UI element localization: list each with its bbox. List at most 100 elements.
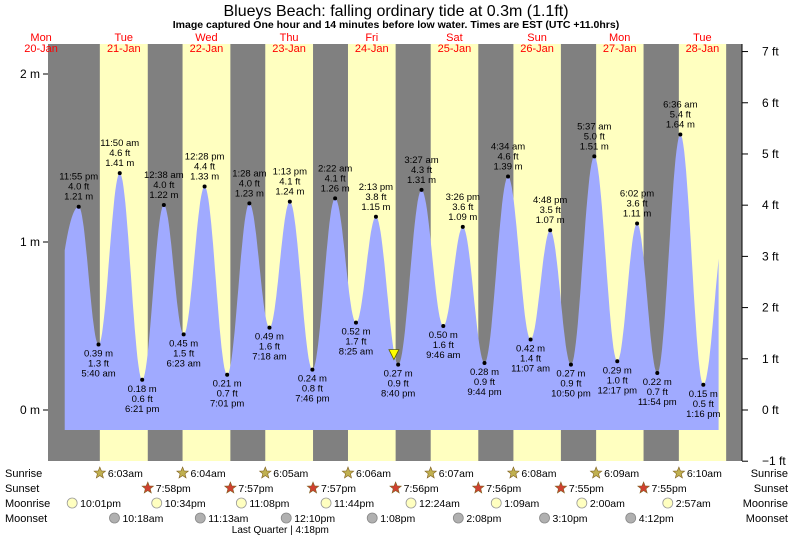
day-name-label: Wed <box>195 32 217 44</box>
tide-ft-label: 0.5 ft <box>693 399 714 410</box>
tide-point <box>568 362 573 367</box>
tide-point <box>96 342 101 347</box>
moonset-icon <box>452 512 464 524</box>
tide-time-label: 11:55 pm <box>59 172 98 183</box>
tide-point <box>333 196 338 201</box>
tide-m-label: 0.29 m <box>603 365 632 376</box>
tide-time-label: 7:46 pm <box>295 394 329 405</box>
day-name-label: Thu <box>280 32 299 44</box>
tide-time-label: 9:46 am <box>426 350 460 361</box>
tide-time-label: 6:36 am <box>663 99 697 110</box>
tide-ft-label: 4.4 ft <box>194 162 215 173</box>
tide-ft-label: 0.9 ft <box>474 377 495 388</box>
tide-m-label: 0.24 m <box>298 374 327 385</box>
tide-ft-label: 1.6 ft <box>433 340 454 351</box>
sunrise-time: 6:06am <box>356 468 391 480</box>
tide-m-label: 1.31 m <box>407 175 436 186</box>
moonset-time: 12:10pm <box>294 513 335 525</box>
sunrise-time: 6:07am <box>439 468 474 480</box>
tide-time-label: 3:27 am <box>404 155 438 166</box>
day-name-label: Tue <box>114 32 133 44</box>
tide-ft-label: 0.9 ft <box>560 379 581 390</box>
tide-m-label: 1.41 m <box>105 158 134 169</box>
moonset-icon <box>109 512 120 524</box>
tide-time-label: 11:07 am <box>511 363 550 374</box>
tide-ft-label: 1.3 ft <box>88 358 109 369</box>
tide-time-label: 6:02 pm <box>620 189 654 200</box>
tide-m-label: 1.39 m <box>494 161 523 172</box>
tide-point <box>506 174 511 179</box>
moonrise-row-label-right: Moonrise <box>743 498 788 510</box>
tide-point <box>701 382 706 387</box>
sunrise-time: 6:05am <box>273 468 308 480</box>
sunrise-time: 6:03am <box>108 468 143 480</box>
tide-time-label: 6:23 am <box>166 358 200 369</box>
sunrise-icon <box>424 466 438 479</box>
tide-m-label: 1.11 m <box>623 209 651 220</box>
sunrise-time: 6:08am <box>521 468 556 480</box>
sunset-time: 7:56pm <box>486 483 521 495</box>
tide-time-label: 2:13 pm <box>359 182 393 193</box>
tide-m-label: 0.49 m <box>255 332 284 343</box>
tide-time-label: 1:16 pm <box>686 409 720 420</box>
tide-time-label: 5:40 am <box>81 368 115 379</box>
day-date-label: 23-Jan <box>272 43 306 55</box>
tide-point <box>202 184 207 189</box>
tide-point <box>225 372 230 377</box>
tide-ft-label: 1.0 ft <box>607 375 628 386</box>
tide-point <box>678 132 683 137</box>
tide-ft-label: 3.6 ft <box>452 202 473 213</box>
moonset-icon <box>280 512 292 524</box>
tide-ft-label: 4.1 ft <box>325 173 346 184</box>
tide-time-label: 1:13 pm <box>273 167 307 178</box>
tide-m-label: 1.51 m <box>580 141 609 152</box>
tide-ft-label: 3.8 ft <box>365 192 386 203</box>
tide-point <box>247 201 252 206</box>
tide-m-label: 0.18 m <box>128 384 157 395</box>
tide-point <box>76 204 81 209</box>
moonset-time: 10:18am <box>122 513 163 525</box>
tide-time-label: 10:50 pm <box>551 389 591 400</box>
sunrise-time: 6:10am <box>687 468 722 480</box>
moonset-icon <box>366 512 378 524</box>
tide-ft-label: 0.7 ft <box>217 389 238 400</box>
tide-time-label: 9:44 pm <box>467 387 501 398</box>
chart-title: Blueys Beach: falling ordinary tide at 0… <box>223 3 568 20</box>
right-axis-tick-label: 6 ft <box>762 96 779 110</box>
sunset-time: 7:56pm <box>404 483 439 495</box>
moonrise-icon <box>662 497 674 509</box>
tide-time-label: 3:26 pm <box>446 192 480 203</box>
sunrise-icon <box>258 466 272 479</box>
tide-point <box>181 332 186 337</box>
tide-ft-label: 4.1 ft <box>279 177 300 188</box>
tide-m-label: 0.42 m <box>516 343 545 354</box>
moonrise-time: 11:44pm <box>334 498 374 510</box>
right-axis-tick-label: 3 ft <box>762 249 779 263</box>
moonset-row-label-right: Moonset <box>746 513 788 525</box>
sunset-time: 7:55pm <box>569 483 604 495</box>
tide-point <box>117 171 122 176</box>
tide-point <box>441 324 446 328</box>
tide-m-label: 0.21 m <box>213 379 242 390</box>
sunset-time: 7:58pm <box>156 483 191 495</box>
day-name-label: Sun <box>527 32 547 44</box>
tide-point <box>615 359 620 364</box>
day-labels: Mon20-JanTue21-JanWed22-JanThu23-JanFri2… <box>24 32 719 55</box>
moonset-time: 2:08pm <box>466 513 501 525</box>
tide-point <box>353 320 358 325</box>
tide-m-label: 1.24 m <box>275 187 304 198</box>
moonrise-icon <box>576 497 588 509</box>
moonset-time: 4:12pm <box>639 513 674 525</box>
tide-ft-label: 0.7 ft <box>647 387 668 398</box>
sunrise-icon <box>341 466 355 479</box>
tide-point <box>460 224 465 229</box>
tide-area <box>64 134 719 430</box>
sunrise-time: 6:04am <box>191 468 226 480</box>
sunset-time: 7:57pm <box>238 483 273 495</box>
moonrise-time: 10:34pm <box>165 498 206 510</box>
sunset-icon <box>554 481 568 494</box>
day-date-label: 20-Jan <box>24 43 58 55</box>
tide-ft-label: 0.8 ft <box>302 384 323 395</box>
axes: 2 m 1 m 0 m 7 ft 6 ft 5 ft 4 ft 3 ft 2 ft 1 ft 0 f… <box>20 44 786 468</box>
moonrise-row-label-left: Moonrise <box>5 498 50 510</box>
